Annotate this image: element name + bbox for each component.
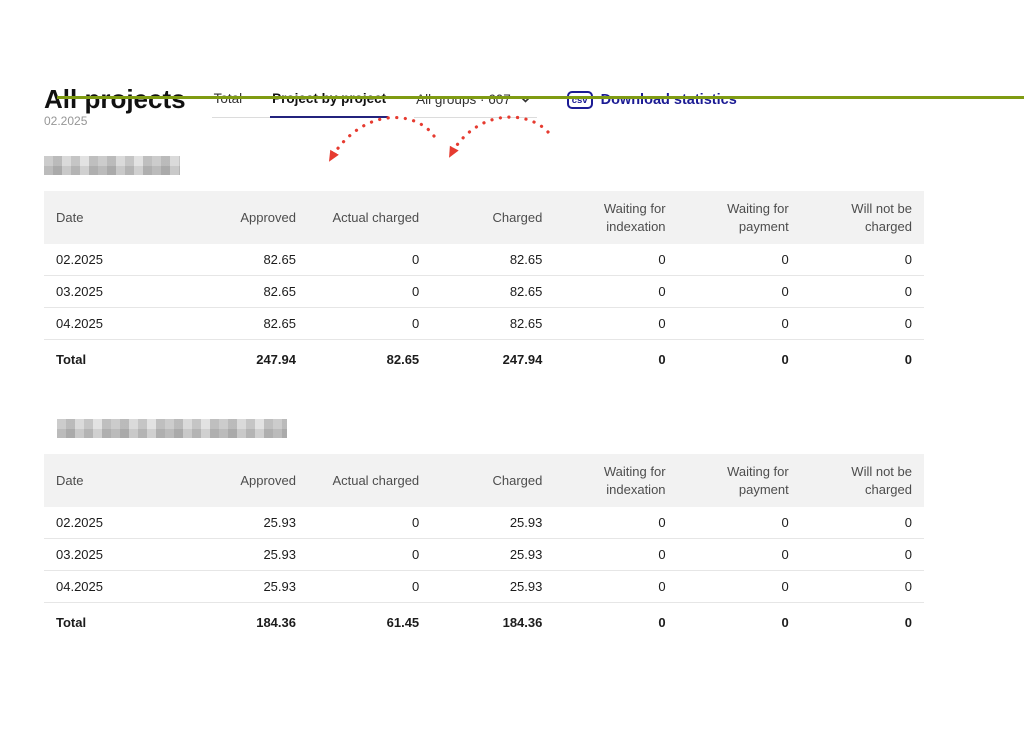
- redacted-project-name-1: [44, 156, 180, 175]
- cell-waiting-indexation: 0: [554, 307, 678, 341]
- cell-will-not-be-charged: 0: [904, 615, 912, 631]
- table-row: 02.2025 82.65 0 82.65 0 0 0: [44, 244, 924, 277]
- column-header-actual-charged: Actual charged: [307, 454, 432, 508]
- cell-actual-charged: 0: [307, 570, 432, 604]
- cell-actual-charged: 61.45: [386, 615, 420, 631]
- cell-will-not-be-charged: 0: [800, 307, 924, 341]
- cell-waiting-indexation: 0: [554, 275, 678, 309]
- table-row: 03.2025 25.93 0 25.93 0 0 0: [44, 538, 924, 572]
- header-row: Date Approved Actual charged Charged Wai…: [44, 191, 924, 245]
- column-header-will-not-be-charged: Will not be charged: [800, 191, 924, 245]
- column-header-date: Date: [44, 454, 185, 508]
- top-accent-line: [57, 96, 1024, 99]
- cell-date: 04.2025: [44, 307, 185, 341]
- table-row: 04.2025 82.65 0 82.65 0 0 0: [44, 307, 924, 341]
- cell-will-not-be-charged: 0: [800, 275, 924, 309]
- column-header-waiting-indexation: Waiting for indexation: [554, 191, 678, 245]
- cell-approved: 25.93: [184, 538, 308, 572]
- cell-charged: 184.36: [502, 615, 543, 631]
- cell-approved: 25.93: [184, 570, 308, 604]
- csv-icon: csv: [566, 90, 593, 109]
- cell-date: 03.2025: [44, 275, 185, 309]
- arrow-to-project-tab: [328, 115, 436, 162]
- redacted-project-name-2: [57, 419, 287, 439]
- project-table-2: Date Approved Actual charged Charged Wai…: [44, 454, 924, 642]
- cell-waiting-indexation: 0: [658, 352, 666, 368]
- cell-waiting-payment: 0: [677, 244, 801, 277]
- tab-total[interactable]: Total: [212, 91, 245, 117]
- cell-waiting-indexation: 0: [554, 244, 678, 277]
- cell-charged: 25.93: [431, 570, 555, 604]
- column-header-actual-charged: Actual charged: [307, 191, 432, 245]
- cell-actual-charged: 0: [307, 507, 432, 540]
- cell-approved: 82.65: [184, 244, 308, 277]
- header-row: Date Approved Actual charged Charged Wai…: [44, 454, 924, 508]
- cell-will-not-be-charged: 0: [904, 352, 912, 368]
- cell-will-not-be-charged: 0: [800, 507, 924, 540]
- page-header: All projects Total Project by project Al…: [44, 86, 1024, 118]
- cell-total-label: Total: [56, 352, 87, 368]
- cell-date: 04.2025: [44, 570, 185, 604]
- cell-actual-charged: 0: [307, 275, 432, 309]
- main-content: Date Approved Actual charged Charged Wai…: [44, 156, 924, 642]
- cell-waiting-payment: 0: [677, 538, 801, 572]
- cell-charged: 25.93: [431, 507, 555, 540]
- arrow-to-groups-dropdown: [448, 115, 550, 158]
- cell-waiting-payment: 0: [677, 307, 801, 341]
- total-row: Total 184.36 61.45 184.36 0 0 0: [44, 603, 924, 643]
- cell-waiting-payment: 0: [677, 570, 801, 604]
- cell-actual-charged: 0: [307, 244, 432, 277]
- cell-approved: 184.36: [256, 615, 296, 631]
- cell-waiting-payment: 0: [781, 615, 789, 631]
- column-header-approved: Approved: [184, 454, 308, 508]
- column-header-approved: Approved: [184, 191, 308, 245]
- cell-will-not-be-charged: 0: [800, 570, 924, 604]
- groups-dropdown-value: All groups · 607: [416, 92, 511, 107]
- total-row: Total 247.94 82.65 247.94 0 0 0: [44, 340, 924, 380]
- cell-date: 02.2025: [44, 244, 185, 277]
- column-header-will-not-be-charged: Will not be charged: [800, 454, 924, 508]
- cell-total-label: Total: [56, 615, 87, 631]
- cell-waiting-indexation: 0: [554, 538, 678, 572]
- table-row: 03.2025 82.65 0 82.65 0 0 0: [44, 275, 924, 309]
- column-header-waiting-indexation: Waiting for indexation: [554, 454, 678, 508]
- cell-charged: 25.93: [431, 538, 555, 572]
- cell-will-not-be-charged: 0: [800, 244, 924, 277]
- period-label: 02.2025: [44, 114, 88, 128]
- cell-date: 02.2025: [44, 507, 185, 540]
- cell-will-not-be-charged: 0: [800, 538, 924, 572]
- cell-approved: 25.93: [184, 507, 308, 540]
- cell-waiting-indexation: 0: [658, 615, 666, 631]
- cell-actual-charged: 0: [307, 307, 432, 341]
- cell-waiting-indexation: 0: [554, 507, 678, 540]
- cell-charged: 82.65: [431, 275, 555, 309]
- cell-waiting-payment: 0: [677, 275, 801, 309]
- download-statistics-link[interactable]: csv Download statistics: [566, 90, 737, 119]
- column-header-charged: Charged: [431, 454, 555, 508]
- cell-charged: 82.65: [431, 244, 555, 277]
- cell-waiting-payment: 0: [781, 352, 789, 368]
- page-title: All projects: [44, 84, 186, 114]
- column-header-charged: Charged: [431, 191, 555, 245]
- cell-actual-charged: 0: [307, 538, 432, 572]
- cell-charged: 247.94: [502, 352, 543, 368]
- cell-date: 03.2025: [44, 538, 185, 572]
- cell-waiting-payment: 0: [677, 507, 801, 540]
- table-row: 02.2025 25.93 0 25.93 0 0 0: [44, 507, 924, 540]
- column-header-waiting-payment: Waiting for payment: [677, 454, 801, 508]
- cell-approved: 247.94: [256, 352, 296, 368]
- cell-charged: 82.65: [431, 307, 555, 341]
- cell-actual-charged: 82.65: [386, 352, 420, 368]
- column-header-date: Date: [44, 191, 185, 245]
- project-table-1: Date Approved Actual charged Charged Wai…: [44, 191, 924, 379]
- cell-waiting-indexation: 0: [554, 570, 678, 604]
- cell-approved: 82.65: [184, 275, 308, 309]
- cell-approved: 82.65: [184, 307, 308, 341]
- download-statistics-label: Download statistics: [600, 91, 737, 108]
- column-header-waiting-payment: Waiting for payment: [677, 191, 801, 245]
- table-row: 04.2025 25.93 0 25.93 0 0 0: [44, 570, 924, 604]
